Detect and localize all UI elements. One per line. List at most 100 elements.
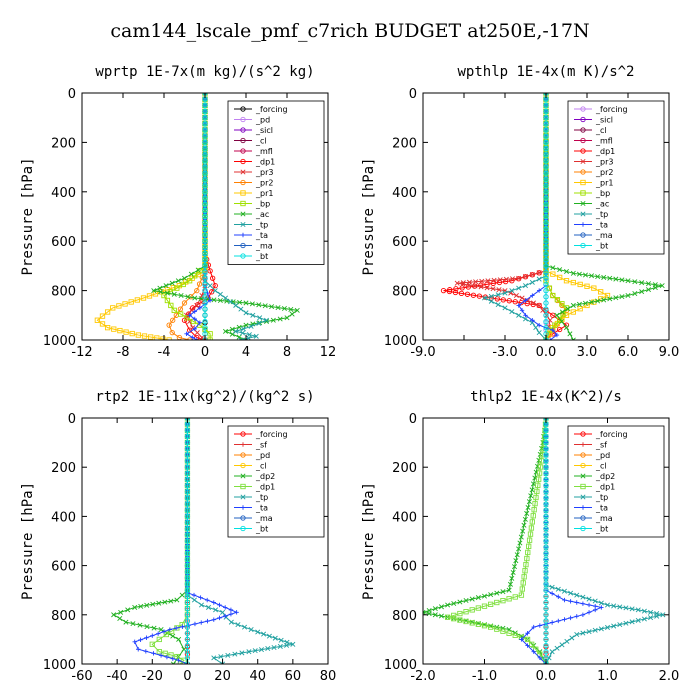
series-marker_ac <box>567 331 573 337</box>
legend-marker <box>240 137 246 144</box>
series-marker_pr1 <box>148 334 154 340</box>
series-marker_ta <box>197 305 203 311</box>
series-marker_ta <box>580 612 586 617</box>
series-marker_tp <box>265 646 271 652</box>
series-marker_ac <box>217 297 223 303</box>
legend-marker <box>580 242 586 249</box>
series-marker_bt <box>543 139 549 146</box>
series-marker_bt <box>543 606 549 612</box>
series-marker_pr1 <box>557 274 563 281</box>
series-marker_bt <box>543 482 549 489</box>
series-marker_bt <box>184 439 191 446</box>
series-marker_ac <box>570 270 576 276</box>
series-line_pr2 <box>168 93 206 340</box>
series-marker_tp <box>211 655 217 661</box>
series-marker_bt <box>184 446 191 452</box>
series-marker_ta <box>173 625 179 631</box>
series-marker_dp1 <box>212 283 218 289</box>
series-marker_dp1 <box>527 531 534 537</box>
series-marker_ac <box>652 285 658 291</box>
series-marker_pr3 <box>540 307 546 313</box>
series-marker_dp2 <box>526 499 532 505</box>
series-marker_pr3 <box>485 278 491 284</box>
series-marker_tp <box>536 276 542 282</box>
series-marker_bt <box>543 158 549 164</box>
series-marker_pr1 <box>570 309 576 315</box>
legend-label: _pd <box>255 116 270 125</box>
series-marker_bt <box>184 606 191 612</box>
series-marker_ac <box>607 275 613 281</box>
series-marker_ac <box>570 337 576 340</box>
series-marker_ac <box>576 271 582 277</box>
series-marker_bt <box>543 630 549 636</box>
series-marker_dp1 <box>452 289 459 296</box>
series-marker_dp2 <box>170 633 176 639</box>
series-marker_tp <box>217 291 223 297</box>
series-marker_tp <box>509 309 515 315</box>
series-marker_bt <box>543 306 549 312</box>
series-marker_bt <box>202 139 208 146</box>
series-marker_bt <box>202 115 208 121</box>
series-marker_pr3 <box>484 285 490 291</box>
series-marker_tp <box>635 607 641 613</box>
series-marker_bt <box>202 281 208 288</box>
x-tick-label: 0.0 <box>536 669 557 684</box>
series-marker_bt <box>543 489 549 495</box>
y-tick-label: 200 <box>392 461 417 476</box>
legend-label: _cl <box>255 137 267 146</box>
series-marker_bt <box>543 294 549 300</box>
series-marker_ta <box>194 337 199 340</box>
series-marker_pr1 <box>117 327 123 334</box>
series-marker_bt <box>202 257 208 263</box>
series-marker_tp <box>559 642 565 648</box>
series-marker_dp2 <box>506 587 512 593</box>
series-marker_bt <box>184 636 191 643</box>
series-marker_bt <box>543 152 549 158</box>
series-marker_bt <box>202 158 208 164</box>
series-marker_dp2 <box>125 607 131 613</box>
series-marker_pr1 <box>123 329 129 335</box>
series-marker_bt <box>543 581 549 587</box>
series-marker_tp <box>242 624 248 630</box>
series-marker_dp1 <box>464 291 471 297</box>
series-marker_pr1 <box>604 292 611 299</box>
series-marker_ac <box>632 279 638 285</box>
y-tick-label: 600 <box>51 235 76 250</box>
series-marker_tp <box>529 279 535 285</box>
legend-label: _pr1 <box>595 179 613 188</box>
series-marker_ta <box>197 320 203 325</box>
series-marker_dp1 <box>463 618 469 625</box>
x-tick-label: 80 <box>320 669 337 684</box>
legend-label: _bt <box>255 252 268 261</box>
series-marker_ta <box>568 615 573 621</box>
series-marker_bt <box>202 164 208 170</box>
series-marker_bt <box>543 599 549 606</box>
series-marker_dp2 <box>528 493 534 499</box>
legend-label: _dp2 <box>255 472 275 481</box>
legend-label: _bp <box>595 189 610 198</box>
legend-marker <box>580 431 586 437</box>
y-tick-label: 800 <box>392 609 417 624</box>
x-tick-label: 3.0 <box>577 345 598 360</box>
series-marker_tp <box>220 609 226 615</box>
series-marker_dp1 <box>533 494 539 501</box>
series-marker_ta <box>234 610 239 615</box>
series-marker_bt <box>202 207 208 213</box>
series-marker_pr2 <box>194 287 200 294</box>
series-marker_bt <box>202 287 208 294</box>
series-marker_bt <box>543 433 549 440</box>
plot-area <box>111 418 296 664</box>
series-marker_ac <box>559 318 565 324</box>
series-marker_pr1 <box>160 336 166 340</box>
y-tick-label: 400 <box>392 186 417 201</box>
series-marker_bt <box>202 324 208 331</box>
series-marker_ac <box>275 305 281 311</box>
series-marker_bp <box>180 281 186 288</box>
series-line_tp <box>483 93 547 340</box>
series-marker_ac <box>188 271 194 277</box>
series-marker_tp <box>278 637 284 643</box>
series-marker_tp <box>218 654 224 660</box>
series-marker_bt <box>543 263 549 269</box>
series-marker_bt <box>184 458 191 464</box>
legend-marker <box>580 158 586 165</box>
